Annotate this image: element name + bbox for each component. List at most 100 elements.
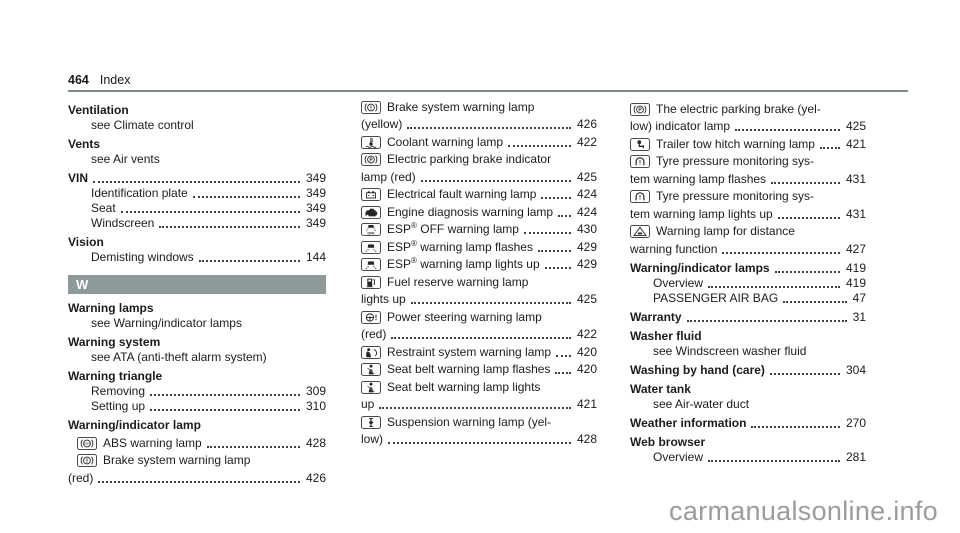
distance-warning-lamp-icon [630, 225, 650, 238]
dot-leader [708, 459, 840, 462]
seat-belt-warning-lamp-icon [361, 363, 381, 376]
index-term-continued: lamp (red) [361, 169, 416, 184]
dot-leader [819, 146, 840, 149]
page-reference: 349 [305, 186, 326, 200]
index-entry: Removing 309 [68, 384, 326, 399]
page-reference: 420 [576, 362, 597, 376]
index-term-continued: up [361, 397, 375, 411]
lamp-entry-line: ESP® warning lamp flashes 429 [361, 237, 597, 255]
dot-leader [555, 372, 571, 374]
dot-leader [537, 249, 571, 252]
dot-leader [388, 442, 571, 444]
page-reference: 425 [576, 292, 597, 306]
index-entry: Windscreen 349 [68, 216, 326, 231]
cross-reference: see Air vents [91, 152, 160, 166]
index-term-heading: Warning triangle [68, 369, 163, 383]
dot-leader [558, 214, 571, 217]
dot-leader [198, 260, 300, 262]
index-term: Tyre pressure monitoring sys- [656, 189, 815, 203]
index-entry: Warranty 31 [630, 310, 866, 325]
trailer-tow-hitch-warning-lamp-icon [630, 137, 650, 151]
page-reference: 310 [305, 399, 326, 413]
index-entry-with-lamp-icon: Tyre pressure monitoring sys-tem warning… [630, 152, 866, 187]
dot-leader [735, 129, 840, 131]
lamp-entry-continuation: tem warning lamp lights up 431 [630, 204, 866, 222]
lamp-entry-line: Brake system warning lamp [361, 97, 597, 115]
page-reference: 421 [845, 136, 866, 151]
lamp-entry-line: Seat belt warning lamp flashes 420 [361, 360, 597, 378]
page-section-title: Index [99, 73, 131, 87]
index-term-continued: warning function [630, 241, 718, 256]
engine-diagnosis-warning-lamp-icon [361, 205, 381, 219]
lamp-entry-line: Seat belt warning lamp lights [361, 377, 597, 395]
index-term: Windscreen [91, 216, 155, 230]
page-reference: 430 [576, 222, 597, 236]
lamp-entry-continuation: (red) 426 [68, 468, 326, 486]
index-term: Seat [91, 201, 116, 215]
index-term: Demisting windows [91, 250, 194, 264]
index-term: PASSENGER AIR BAG [653, 290, 779, 305]
index-term: Trailer tow hitch warning lamp [656, 136, 815, 151]
lamp-entry-line: Trailer tow hitch warning lamp 421 [630, 134, 866, 152]
svg-text:ABS: ABS [84, 441, 90, 445]
lamp-entry-continuation: low) indicator lamp 425 [630, 117, 866, 135]
lamp-entry-line: Coolant warning lamp 422 [361, 132, 597, 150]
lamp-entry-continuation: up 421 [361, 395, 597, 413]
esp-off-warning-lamp-icon: OFF [361, 223, 381, 236]
cross-reference: see Air-water duct [653, 396, 750, 411]
page-reference: 426 [576, 117, 597, 131]
index-entry: Setting up 310 [68, 399, 326, 414]
seat-belt-warning-lamp-icon [361, 380, 381, 394]
suspension-warning-lamp-icon [361, 415, 381, 429]
lamp-entry-line: ABS ABS warning lamp 428 [68, 433, 326, 451]
index-term-heading: Warning lamps [68, 301, 154, 315]
lamp-entry-line: Restraint system warning lamp 420 [361, 342, 597, 360]
index-entry-with-lamp-icon: Power steering warning lamp (red) 422 [361, 307, 597, 342]
lamp-entry-continuation: (red) 422 [361, 325, 597, 343]
dot-leader [774, 270, 840, 273]
svg-text:OFF: OFF [367, 231, 375, 235]
index-entry: Identification plate 349 [68, 186, 326, 201]
tyre-pressure-warning-lamp-icon [630, 155, 650, 168]
index-term: Warning lamp for distance [656, 224, 795, 238]
index-entry-with-lamp-icon: Coolant warning lamp 422 [361, 132, 597, 150]
restraint-system-warning-lamp-icon [361, 345, 381, 359]
svg-text:P: P [638, 107, 642, 113]
lamp-entry-line: P Electric parking brake indicator [361, 150, 597, 168]
page-reference: 349 [305, 171, 326, 185]
header-rule [68, 90, 908, 92]
page-header: 464 Index [68, 73, 130, 87]
dot-leader [150, 394, 300, 396]
index-term: Electric parking brake indicator [387, 152, 552, 166]
index-term: Suspension warning lamp (yel- [387, 414, 552, 429]
page-reference: 429 [576, 239, 597, 254]
svg-text:P: P [369, 157, 373, 163]
cross-reference: see ATA (anti-theft alarm system) [91, 350, 267, 364]
index-term: Brake system warning lamp [387, 99, 535, 114]
dot-leader [379, 407, 571, 409]
index-entry-with-lamp-icon: Trailer tow hitch warning lamp 421 [630, 134, 866, 152]
page-reference: 270 [845, 415, 866, 430]
dot-leader [777, 216, 840, 219]
esp-warning-lamp-icon [361, 240, 381, 254]
index-term-continued: low) [361, 432, 384, 446]
brake-system-warning-lamp-icon [77, 454, 97, 467]
dot-leader [523, 232, 571, 234]
index-entry-with-lamp-icon: Seat belt warning lamp flashes 420 [361, 360, 597, 378]
lamp-entry-line: ESP® warning lamp lights up 429 [361, 255, 597, 273]
index-term-heading: Water tank [630, 381, 691, 396]
registered-trademark-sign: ® [411, 221, 417, 230]
index-term-continued: (red) [361, 327, 387, 341]
index-term: Engine diagnosis warning lamp [387, 204, 554, 219]
page-reference: 419 [845, 260, 866, 275]
coolant-warning-lamp-icon [361, 135, 381, 149]
index-term: Setting up [91, 399, 146, 413]
lamp-entry-line: Tyre pressure monitoring sys- [630, 152, 866, 170]
page-reference: 429 [576, 257, 597, 271]
page-reference: 428 [305, 435, 326, 450]
index-term: Warning/indicator lamps [630, 260, 770, 275]
index-term-heading: Warning/indicator lamp [68, 418, 201, 432]
page-reference: 425 [845, 119, 866, 133]
power-steering-warning-lamp-icon [361, 310, 381, 324]
lamp-entry-continuation: lights up 425 [361, 290, 597, 308]
